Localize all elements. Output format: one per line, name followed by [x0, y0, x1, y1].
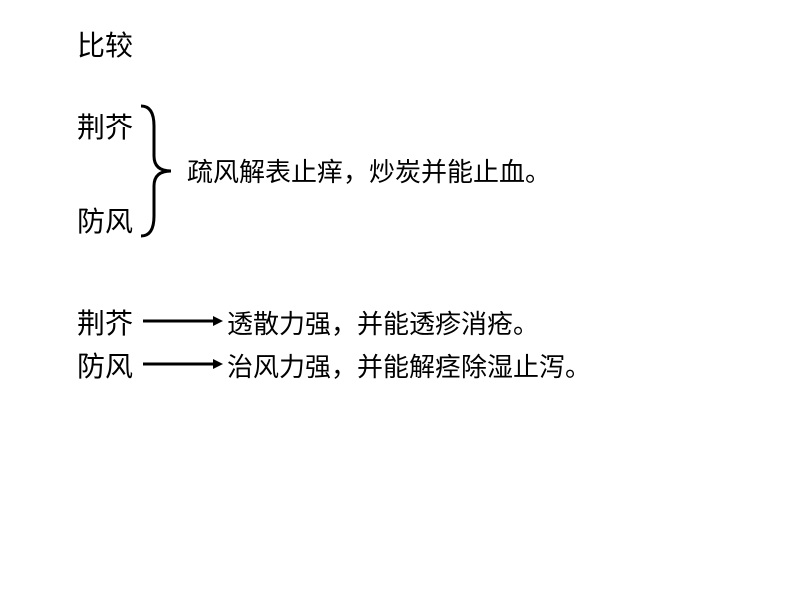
brace-item-2: 防风 [77, 200, 133, 240]
arrow-row-2-label: 防风 [77, 345, 133, 385]
arrow-row-1-result: 透散力强，并能透疹消疮。 [227, 304, 539, 341]
brace-result: 疏风解表止痒，炒炭并能止血。 [187, 152, 551, 189]
arrow-row-2-result: 治风力强，并能解痉除湿止泻。 [227, 347, 591, 384]
title: 比较 [77, 24, 133, 64]
arrow-icon-2 [143, 356, 228, 372]
arrow-icon-1 [143, 313, 228, 329]
brace-item-1: 荆芥 [77, 106, 133, 146]
arrow-row-1-label: 荆芥 [77, 302, 133, 342]
brace-icon [136, 101, 181, 241]
